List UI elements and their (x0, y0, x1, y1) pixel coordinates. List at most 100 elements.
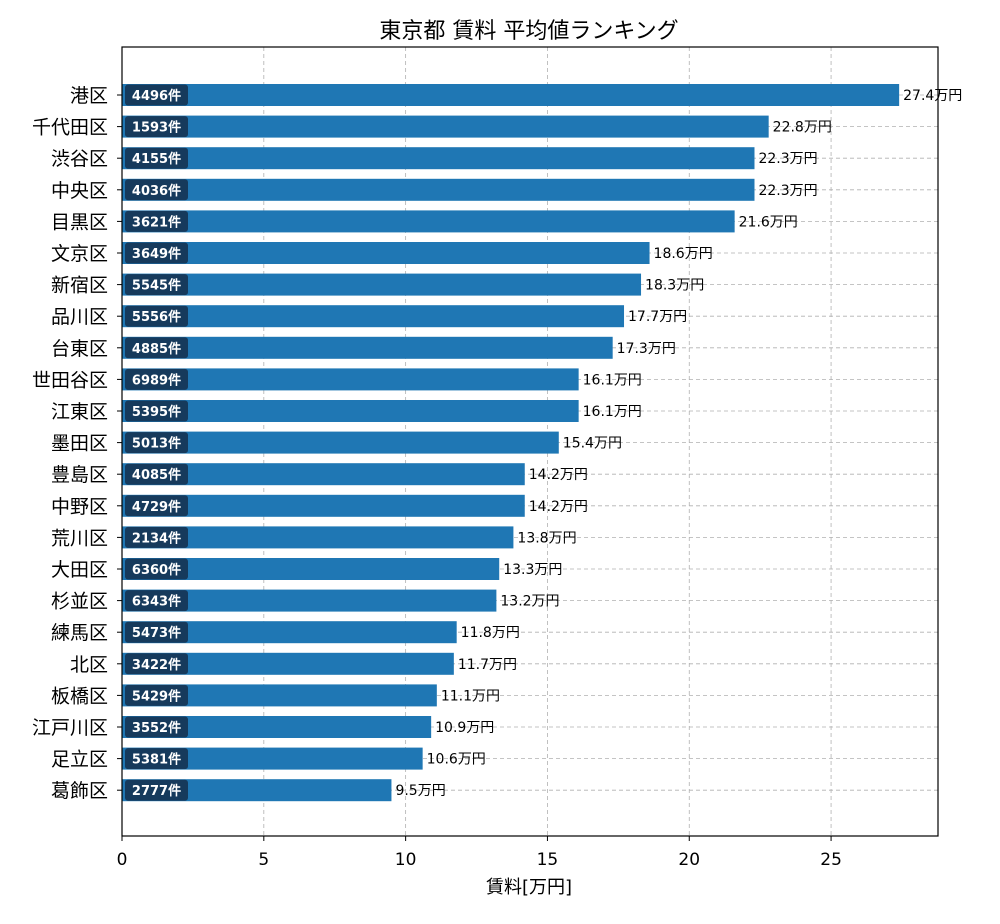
bar (122, 747, 423, 770)
bar (122, 400, 579, 422)
category-label: 墨田区 (51, 433, 108, 455)
count-label: 6360件 (132, 562, 181, 578)
bar (122, 779, 392, 802)
bar (122, 526, 514, 549)
x-axis-ticks: 0 5 10 15 20 25 (117, 94, 842, 870)
count-label: 5429件 (132, 688, 181, 704)
count-badge (125, 116, 188, 138)
count-label: 5013件 (132, 436, 181, 452)
count-badge (125, 653, 188, 675)
bar (122, 147, 755, 170)
bar (122, 494, 525, 517)
category-label: 千代田区 (32, 117, 108, 139)
value-label: 14.2万円 (529, 467, 588, 483)
category-label: 足立区 (51, 749, 108, 771)
count-label: 5473件 (132, 625, 181, 641)
count-badge (125, 400, 188, 422)
count-label: 5545件 (132, 278, 181, 294)
count-label: 5381件 (132, 752, 181, 768)
category-label: 中央区 (51, 180, 108, 202)
x-tick-label: 15 (537, 850, 559, 870)
category-label: 中野区 (51, 496, 108, 518)
count-label: 4155件 (132, 151, 181, 167)
value-label: 13.3万円 (503, 562, 562, 578)
bar (122, 684, 437, 707)
category-label: 港区 (70, 85, 108, 107)
category-label: 葛飾区 (51, 780, 108, 802)
bar (122, 84, 900, 106)
category-label: 世田谷区 (32, 369, 108, 391)
count-label: 3649件 (132, 246, 181, 262)
count-badge (125, 716, 188, 738)
value-label: 17.3万円 (617, 341, 676, 357)
value-label: 15.4万円 (563, 436, 622, 452)
count-label: 6989件 (132, 372, 181, 388)
count-label: 3552件 (132, 720, 181, 736)
count-label: 3621件 (132, 214, 181, 230)
bar (122, 305, 625, 328)
bar (122, 178, 755, 201)
value-label: 14.2万円 (529, 499, 588, 515)
value-label: 16.1万円 (583, 372, 642, 388)
category-label: 北区 (70, 654, 108, 676)
value-label: 18.6万円 (654, 246, 713, 262)
value-label: 10.9万円 (435, 720, 494, 736)
value-label: 11.7万円 (458, 657, 517, 673)
value-label: 22.8万円 (773, 120, 832, 136)
category-label: 江東区 (51, 401, 108, 423)
bars (122, 84, 900, 802)
count-label: 4085件 (132, 467, 181, 483)
bar (122, 558, 500, 580)
category-label: 目黒区 (51, 211, 108, 233)
value-label: 22.3万円 (758, 151, 817, 167)
x-tick-label: 5 (258, 850, 269, 870)
count-label: 1593件 (132, 120, 181, 136)
bar (122, 716, 432, 738)
count-badge (125, 305, 188, 327)
value-label: 27.4万円 (903, 88, 962, 104)
count-label: 2777件 (132, 783, 181, 799)
count-badge (125, 463, 188, 485)
value-label: 11.1万円 (441, 688, 500, 704)
count-badge (125, 337, 188, 359)
count-badge (125, 748, 188, 770)
category-label: 江戸川区 (32, 717, 108, 739)
bar (122, 463, 525, 486)
category-label: 荒川区 (51, 527, 108, 549)
category-label: 豊島区 (51, 464, 108, 486)
value-label: 18.3万円 (645, 278, 704, 294)
count-badge (125, 779, 188, 801)
value-label: 11.8万円 (461, 625, 520, 641)
count-badge (125, 84, 188, 106)
bar (122, 115, 769, 138)
count-badge (125, 210, 188, 232)
count-badge (125, 558, 188, 580)
count-badge (125, 590, 188, 612)
category-label: 文京区 (51, 243, 108, 265)
value-label: 22.3万円 (758, 183, 817, 199)
count-label: 5556件 (132, 309, 181, 325)
value-label: 9.5万円 (395, 783, 445, 799)
category-label: 新宿区 (51, 275, 108, 297)
count-label: 4496件 (132, 88, 181, 104)
category-label: 杉並区 (51, 591, 108, 613)
chart-title: 東京都 賃料 平均値ランキング (379, 19, 678, 44)
count-label: 4036件 (132, 183, 181, 199)
bar (122, 431, 559, 454)
count-badge (125, 684, 188, 706)
category-label: 台東区 (51, 338, 108, 360)
count-label: 2134件 (132, 530, 181, 546)
value-label: 10.6万円 (427, 752, 486, 768)
bar (122, 336, 613, 359)
count-badge (125, 495, 188, 517)
category-label: 練馬区 (51, 622, 108, 644)
count-label: 4729件 (132, 499, 181, 515)
count-badge (125, 432, 188, 454)
bar (122, 210, 735, 233)
value-label: 21.6万円 (739, 214, 798, 230)
count-badge (125, 368, 188, 390)
x-tick-label: 25 (820, 850, 842, 870)
count-label: 6343件 (132, 594, 181, 610)
